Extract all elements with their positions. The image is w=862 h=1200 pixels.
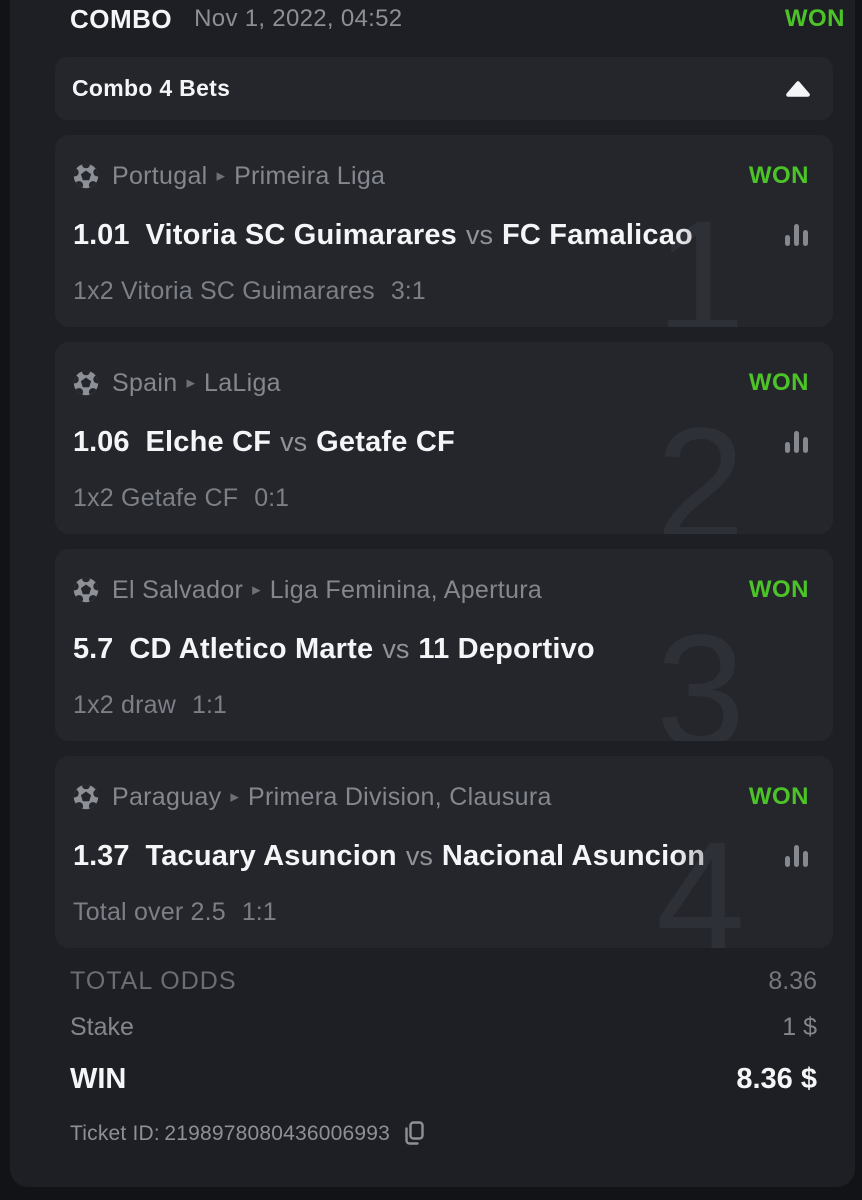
bet-market: Total over 2.5 bbox=[73, 897, 226, 926]
away-team: 11 Deportivo bbox=[418, 632, 595, 665]
bet-country: Paraguay bbox=[112, 782, 222, 811]
bet-status-badge: WON bbox=[748, 783, 809, 810]
bet-selection: 1.37 Tacuary Asuncion vs Nacional Asunci… bbox=[73, 840, 776, 873]
breadcrumb-separator-icon: ▸ bbox=[230, 787, 239, 806]
bet-selection: 1.01 Vitoria SC Guimarares vs FC Famalic… bbox=[73, 219, 776, 252]
bet-position-watermark: 1 bbox=[656, 187, 745, 328]
home-team: Vitoria SC Guimarares bbox=[145, 218, 457, 251]
selection-row: 1.06 Elche CF vs Getafe CF bbox=[73, 424, 809, 460]
win-row: WIN 8.36 $ bbox=[70, 1062, 817, 1096]
breadcrumb-separator-icon: ▸ bbox=[252, 580, 261, 599]
bet-ticket-panel: COMBO Nov 1, 2022, 04:52 WON Combo 4 Bet… bbox=[10, 0, 855, 1187]
vs-label: vs bbox=[280, 426, 308, 457]
bet-odds: 1.06 bbox=[73, 425, 130, 458]
soccer-ball-icon bbox=[73, 577, 99, 603]
market-row: 1x2 Getafe CF 0:1 bbox=[73, 483, 809, 513]
stats-icon[interactable] bbox=[776, 221, 809, 249]
bet-market: 1x2 Getafe CF bbox=[73, 483, 239, 512]
match-score: 1:1 bbox=[192, 690, 227, 719]
home-team: CD Atletico Marte bbox=[129, 632, 374, 665]
stats-icon[interactable] bbox=[776, 842, 809, 870]
bet-position-watermark: 3 bbox=[656, 601, 745, 742]
bet-league: LaLiga bbox=[204, 368, 281, 397]
breadcrumb-separator-icon: ▸ bbox=[216, 166, 226, 185]
league-row: Spain ▸ LaLiga WON bbox=[73, 368, 809, 398]
combo-bar-label: Combo 4 Bets bbox=[72, 75, 231, 101]
bets-list: 1 P bbox=[55, 135, 833, 948]
stats-icon[interactable] bbox=[776, 428, 809, 456]
selection-row: 1.37 Tacuary Asuncion vs Nacional Asunci… bbox=[73, 838, 809, 874]
bet-card[interactable]: 4 P bbox=[55, 756, 833, 948]
win-value: 8.36 $ bbox=[736, 1062, 817, 1095]
bet-status-badge: WON bbox=[748, 369, 809, 396]
away-team: Nacional Asuncion bbox=[441, 839, 706, 872]
bet-market: 1x2 draw bbox=[73, 690, 177, 719]
bet-odds: 5.7 bbox=[73, 632, 114, 665]
match-score: 3:1 bbox=[390, 276, 426, 305]
match-score: 0:1 bbox=[254, 483, 289, 512]
league-row: Paraguay ▸ Primera Division, Clausura WO… bbox=[73, 782, 809, 812]
soccer-ball-icon bbox=[73, 784, 99, 810]
ticket-id-label: Ticket ID: bbox=[70, 1122, 160, 1145]
bet-odds: 1.37 bbox=[73, 839, 130, 872]
total-odds-row: TOTAL ODDS 8.36 bbox=[70, 966, 817, 996]
home-team: Elche CF bbox=[145, 425, 272, 458]
bet-status-badge: WON bbox=[748, 576, 809, 603]
vs-label: vs bbox=[382, 633, 410, 664]
selection-row: 5.7 CD Atletico Marte vs 11 Deportivo bbox=[73, 631, 809, 667]
league-row: Portugal ▸ Primeira Liga WON bbox=[73, 161, 809, 191]
bet-selection: 1.06 Elche CF vs Getafe CF bbox=[73, 426, 776, 459]
ticket-status-badge: WON bbox=[784, 5, 845, 32]
copy-icon[interactable] bbox=[402, 1120, 426, 1148]
market-row: 1x2 Vitoria SC Guimarares 3:1 bbox=[73, 276, 809, 306]
bet-country: El Salvador bbox=[112, 575, 244, 604]
bet-card[interactable]: 3 E bbox=[55, 549, 833, 741]
combo-collapse-bar[interactable]: Combo 4 Bets bbox=[55, 57, 833, 120]
total-odds-label: TOTAL ODDS bbox=[70, 966, 237, 995]
collapse-triangle-icon[interactable] bbox=[785, 80, 811, 98]
away-team: Getafe CF bbox=[316, 425, 455, 458]
away-team: FC Famalicao bbox=[501, 218, 693, 251]
breadcrumb-separator-icon: ▸ bbox=[186, 373, 195, 392]
stake-label: Stake bbox=[70, 1012, 134, 1041]
bet-odds: 1.01 bbox=[73, 218, 130, 251]
market-row: Total over 2.5 1:1 bbox=[73, 897, 809, 927]
soccer-ball-icon bbox=[73, 163, 99, 189]
win-label: WIN bbox=[70, 1062, 127, 1095]
bet-league: Liga Feminina, Apertura bbox=[269, 575, 543, 604]
bet-type-label: COMBO bbox=[70, 3, 173, 34]
ticket-id-row: Ticket ID: 2198978080436006993 bbox=[70, 1120, 817, 1148]
stake-value: 1 $ bbox=[782, 1012, 817, 1041]
bet-league: Primeira Liga bbox=[234, 161, 386, 190]
bet-country: Spain bbox=[112, 368, 178, 397]
home-team: Tacuary Asuncion bbox=[145, 839, 397, 872]
bet-market: 1x2 Vitoria SC Guimarares bbox=[73, 276, 375, 305]
vs-label: vs bbox=[405, 840, 433, 871]
stake-row: Stake 1 $ bbox=[70, 1012, 817, 1042]
ticket-header: COMBO Nov 1, 2022, 04:52 WON bbox=[10, 0, 855, 38]
selection-row: 1.01 Vitoria SC Guimarares vs FC Famalic… bbox=[73, 217, 809, 253]
soccer-ball-icon bbox=[73, 370, 99, 396]
totals-section: TOTAL ODDS 8.36 Stake 1 $ WIN 8.36 $ Tic… bbox=[10, 948, 855, 1148]
ticket-id-value: 2198978080436006993 bbox=[164, 1122, 391, 1145]
market-row: 1x2 draw 1:1 bbox=[73, 690, 809, 720]
bet-card[interactable]: 1 P bbox=[55, 135, 833, 327]
bet-position-watermark: 4 bbox=[656, 808, 745, 949]
bet-position-watermark: 2 bbox=[656, 394, 745, 535]
total-odds-value: 8.36 bbox=[768, 966, 817, 995]
league-row: El Salvador ▸ Liga Feminina, Apertura WO… bbox=[73, 575, 809, 605]
bet-card[interactable]: 2 S bbox=[55, 342, 833, 534]
match-score: 1:1 bbox=[241, 897, 277, 926]
bet-selection: 5.7 CD Atletico Marte vs 11 Deportivo bbox=[73, 633, 776, 666]
bet-country: Portugal bbox=[112, 161, 208, 190]
bet-league: Primera Division, Clausura bbox=[247, 782, 552, 811]
ticket-datetime: Nov 1, 2022, 04:52 bbox=[194, 5, 403, 32]
vs-label: vs bbox=[465, 219, 493, 250]
bet-status-badge: WON bbox=[748, 162, 809, 189]
